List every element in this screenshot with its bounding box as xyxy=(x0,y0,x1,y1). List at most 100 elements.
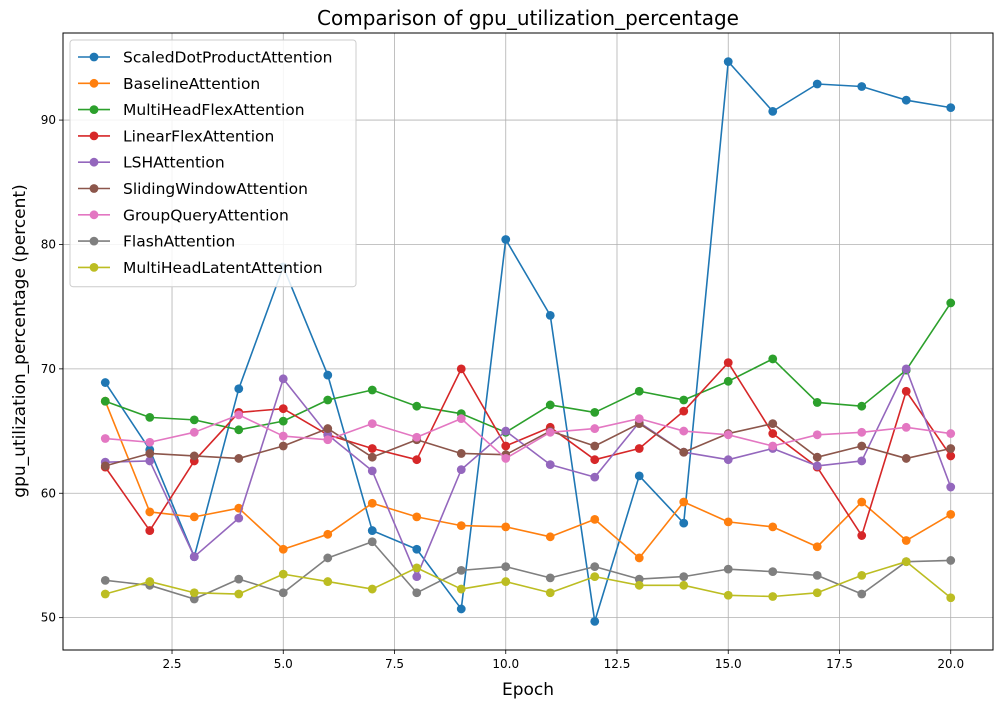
data-point xyxy=(723,517,733,527)
legend-item: GroupQueryAttention xyxy=(78,206,289,224)
data-point xyxy=(679,406,689,416)
series-layer xyxy=(100,57,956,626)
data-point xyxy=(768,106,778,116)
data-point xyxy=(857,570,867,580)
data-point xyxy=(189,427,199,437)
data-point xyxy=(634,574,644,584)
data-point xyxy=(812,542,822,552)
data-point xyxy=(323,395,333,405)
legend-label: MultiHeadFlexAttention xyxy=(123,101,305,119)
grid xyxy=(63,33,993,650)
data-point xyxy=(723,376,733,386)
data-point xyxy=(234,513,244,523)
data-point xyxy=(145,437,155,447)
data-point xyxy=(278,588,288,598)
data-point xyxy=(634,386,644,396)
axis-ticks: 2.5 5.0 7.5 10.0 12.5 15.0 17.5 20.0 50 60 70 80 90 xyxy=(41,113,964,671)
data-point xyxy=(278,431,288,441)
y-axis-title: gpu_utilization_percentage (percent) xyxy=(10,184,30,497)
data-point xyxy=(857,401,867,411)
data-point xyxy=(501,562,511,572)
data-point xyxy=(100,575,110,585)
data-point xyxy=(634,553,644,563)
legend-marker xyxy=(89,78,99,88)
data-point xyxy=(367,419,377,429)
legend-label: LSHAttention xyxy=(123,154,225,172)
data-point xyxy=(278,544,288,554)
data-point xyxy=(857,441,867,451)
legend-marker xyxy=(89,105,99,114)
data-point xyxy=(590,424,600,433)
data-point xyxy=(545,400,555,410)
legend-marker xyxy=(89,52,99,62)
data-point xyxy=(278,569,288,579)
data-point xyxy=(857,589,867,599)
data-point xyxy=(590,455,600,465)
data-point xyxy=(946,298,956,308)
data-point xyxy=(545,310,555,320)
series-line xyxy=(104,361,952,537)
legend-item: MultiHeadLatentAttention xyxy=(78,259,323,277)
x-tick-label: 5.0 xyxy=(274,657,293,671)
chart-title: Comparison of gpu_utilization_percentage xyxy=(317,6,739,30)
data-point xyxy=(901,386,911,396)
data-point xyxy=(812,398,822,407)
series-line xyxy=(105,422,951,467)
data-point xyxy=(456,449,466,458)
data-point xyxy=(857,497,867,507)
data-point xyxy=(323,370,333,380)
data-point xyxy=(679,447,689,457)
data-point xyxy=(234,425,244,435)
data-point xyxy=(278,441,288,451)
data-point xyxy=(100,434,110,443)
data-point xyxy=(679,426,689,436)
series-8 xyxy=(100,557,956,603)
x-axis-title: Epoch xyxy=(502,680,554,700)
data-point xyxy=(501,522,511,532)
series-1 xyxy=(100,396,956,563)
data-point xyxy=(946,429,956,438)
y-tick-label: 80 xyxy=(41,237,56,251)
series-line xyxy=(105,560,952,599)
data-point xyxy=(367,385,377,395)
data-point xyxy=(946,556,956,565)
data-point xyxy=(545,588,555,598)
data-point xyxy=(323,424,333,433)
data-point xyxy=(723,455,733,465)
data-point xyxy=(768,429,778,438)
data-point xyxy=(590,441,600,451)
data-point xyxy=(545,427,555,437)
x-tick-label: 20.0 xyxy=(937,657,964,671)
legend-label: GroupQueryAttention xyxy=(123,206,289,224)
data-point xyxy=(278,404,288,414)
data-point xyxy=(812,452,822,462)
data-point xyxy=(723,358,733,368)
data-point xyxy=(412,544,422,554)
legend-marker xyxy=(89,184,99,193)
data-point xyxy=(901,454,911,463)
data-point xyxy=(456,521,466,531)
data-point xyxy=(456,364,466,374)
y-tick-label: 90 xyxy=(41,113,56,127)
legend-label: ScaledDotProductAttention xyxy=(123,49,332,67)
data-point xyxy=(456,465,466,475)
data-point xyxy=(857,82,867,91)
legend-item: SlidingWindowAttention xyxy=(78,180,308,198)
data-point xyxy=(946,593,956,603)
data-point xyxy=(234,410,244,420)
data-point xyxy=(189,451,199,461)
data-point xyxy=(590,562,600,572)
x-tick-label: 12.5 xyxy=(604,657,631,671)
legend-label: LinearFlexAttention xyxy=(123,127,274,145)
data-point xyxy=(412,572,422,582)
x-tick-label: 15.0 xyxy=(715,657,742,671)
data-point xyxy=(412,432,422,442)
data-point xyxy=(501,426,511,436)
data-point xyxy=(946,451,956,461)
series-line xyxy=(105,414,951,460)
data-point xyxy=(723,430,733,440)
series-line xyxy=(104,302,952,434)
data-point xyxy=(367,452,377,462)
data-point xyxy=(412,512,422,522)
data-point xyxy=(723,564,733,574)
